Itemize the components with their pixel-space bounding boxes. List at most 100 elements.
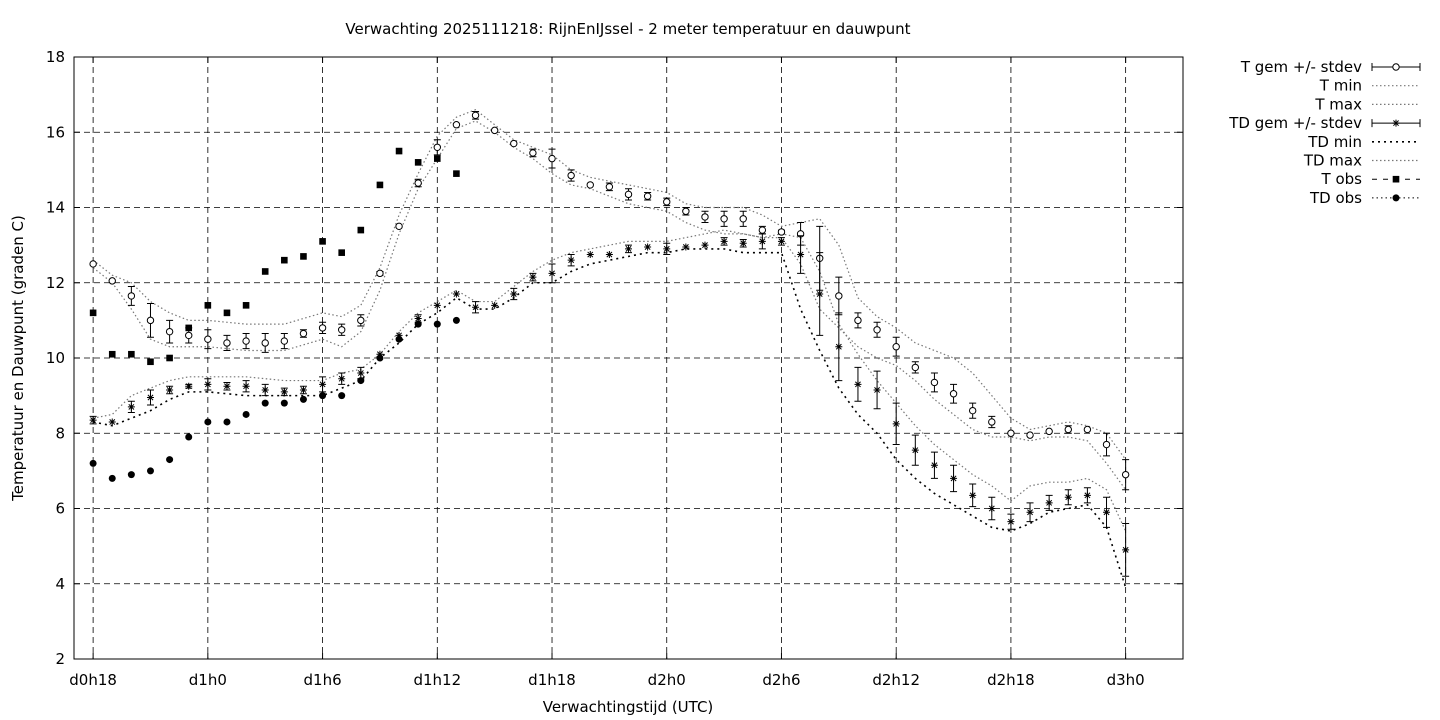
td-mean-point bbox=[720, 237, 728, 245]
td-obs-point bbox=[395, 335, 403, 343]
t-mean-point bbox=[682, 207, 690, 215]
t-obs-series bbox=[89, 147, 460, 366]
td-obs-point bbox=[127, 471, 135, 479]
t-mean-point bbox=[835, 292, 843, 300]
legend-label: TD obs bbox=[1309, 189, 1362, 207]
t-mean-point bbox=[701, 213, 709, 221]
legend-label: TD gem +/- stdev bbox=[1228, 114, 1362, 132]
t-mean-point bbox=[185, 331, 193, 340]
legend-entry-td-max: TD max bbox=[1303, 152, 1420, 170]
td-mean-point bbox=[1122, 546, 1130, 554]
y-tick-label: 12 bbox=[46, 274, 65, 292]
t-obs-point bbox=[185, 324, 193, 332]
td-mean-point bbox=[1045, 499, 1053, 507]
t-obs-point bbox=[128, 350, 135, 358]
y-tick-label: 8 bbox=[55, 424, 65, 442]
t-mean-point bbox=[1007, 429, 1015, 437]
td-mean-point bbox=[472, 303, 480, 311]
td-obs-point bbox=[338, 392, 346, 400]
legend-label: T max bbox=[1314, 95, 1362, 113]
legend-label: T obs bbox=[1321, 170, 1363, 188]
t-mean-point bbox=[949, 390, 958, 398]
td-mean-point bbox=[567, 256, 575, 264]
td-mean-point bbox=[969, 491, 977, 499]
td-mean-point bbox=[797, 251, 805, 259]
td-obs-point bbox=[185, 433, 193, 441]
y-tick-label: 4 bbox=[55, 575, 65, 593]
t-mean-point bbox=[490, 126, 499, 135]
y-tick-label: 10 bbox=[46, 349, 65, 367]
t-mean-point bbox=[318, 324, 327, 332]
x-tick-label: d2h0 bbox=[648, 671, 686, 689]
x-axis-label: Verwachtingstijd (UTC) bbox=[543, 698, 714, 716]
td-mean-point bbox=[89, 416, 97, 424]
t-mean-point bbox=[204, 335, 212, 343]
t-mean-point bbox=[471, 111, 480, 120]
td-mean-point bbox=[758, 237, 766, 245]
t-mean-point bbox=[280, 337, 289, 345]
td-obs-point bbox=[166, 456, 174, 464]
td-obs-point bbox=[204, 418, 212, 426]
td-mean-point bbox=[338, 375, 346, 383]
t-mean-point bbox=[433, 143, 441, 152]
t-mean-point bbox=[758, 226, 767, 234]
t-mean-point bbox=[127, 292, 136, 300]
td-obs-point bbox=[357, 377, 365, 385]
td-mean-point bbox=[777, 237, 785, 245]
t-mean-point bbox=[663, 198, 671, 206]
t-mean-point bbox=[452, 121, 461, 129]
td-mean-point bbox=[185, 382, 193, 390]
t-min-line bbox=[92, 120, 1127, 491]
x-tick-label: d1h6 bbox=[304, 671, 342, 689]
td-mean-point bbox=[1026, 508, 1034, 516]
td-mean-point bbox=[644, 243, 652, 251]
legend-entry-t-obs: T obs bbox=[1321, 170, 1420, 188]
x-tick-label: d1h18 bbox=[528, 671, 576, 689]
t-mean-point bbox=[643, 192, 652, 200]
td-mean-point bbox=[510, 290, 518, 298]
t-obs-point bbox=[204, 302, 212, 309]
t-mean-point bbox=[873, 326, 881, 334]
td-obs-point bbox=[261, 399, 269, 407]
td-obs-point bbox=[89, 459, 97, 467]
t-obs-point bbox=[147, 358, 154, 366]
t-obs-point bbox=[338, 249, 345, 256]
td-mean-point bbox=[433, 301, 441, 309]
td-mean-point bbox=[1103, 508, 1111, 516]
t-max-line bbox=[92, 108, 1127, 460]
t-obs-point bbox=[395, 147, 403, 155]
t-mean-point bbox=[1392, 63, 1400, 71]
t-mean-point bbox=[586, 181, 594, 189]
legend-entry-t-mean: T gem +/- stdev bbox=[1240, 58, 1421, 76]
legend-label: T min bbox=[1319, 77, 1362, 95]
td-mean-point bbox=[911, 446, 919, 454]
td-mean-point bbox=[146, 394, 154, 402]
t-mean-point bbox=[529, 149, 537, 157]
x-tick-label: d1h12 bbox=[413, 671, 461, 689]
legend-entry-td-obs: TD obs bbox=[1309, 189, 1420, 207]
td-mean-point bbox=[892, 420, 900, 428]
t-mean-point bbox=[1045, 427, 1053, 436]
t-mean-point bbox=[1083, 425, 1092, 434]
td-obs-point bbox=[146, 467, 154, 475]
td-mean-point bbox=[625, 245, 632, 253]
td-mean-point bbox=[261, 386, 269, 394]
t-mean-point bbox=[968, 406, 977, 415]
td-mean-point bbox=[223, 382, 231, 390]
td-obs-point bbox=[223, 418, 231, 426]
legend-sample-marker bbox=[1392, 194, 1400, 202]
x-tick-label: d3h0 bbox=[1107, 671, 1145, 689]
t-obs-point bbox=[319, 238, 326, 245]
x-tick-label: d1h0 bbox=[189, 671, 227, 689]
td-mean-point bbox=[166, 386, 174, 394]
td-obs-point bbox=[452, 316, 460, 324]
t-mean-point bbox=[854, 316, 862, 325]
t-mean-point bbox=[357, 316, 365, 325]
td-mean-point bbox=[319, 380, 327, 388]
td-mean-point bbox=[1007, 518, 1015, 526]
td-mean-point bbox=[127, 403, 135, 411]
t-obs-point bbox=[89, 309, 97, 317]
td-mean-point bbox=[414, 314, 422, 322]
